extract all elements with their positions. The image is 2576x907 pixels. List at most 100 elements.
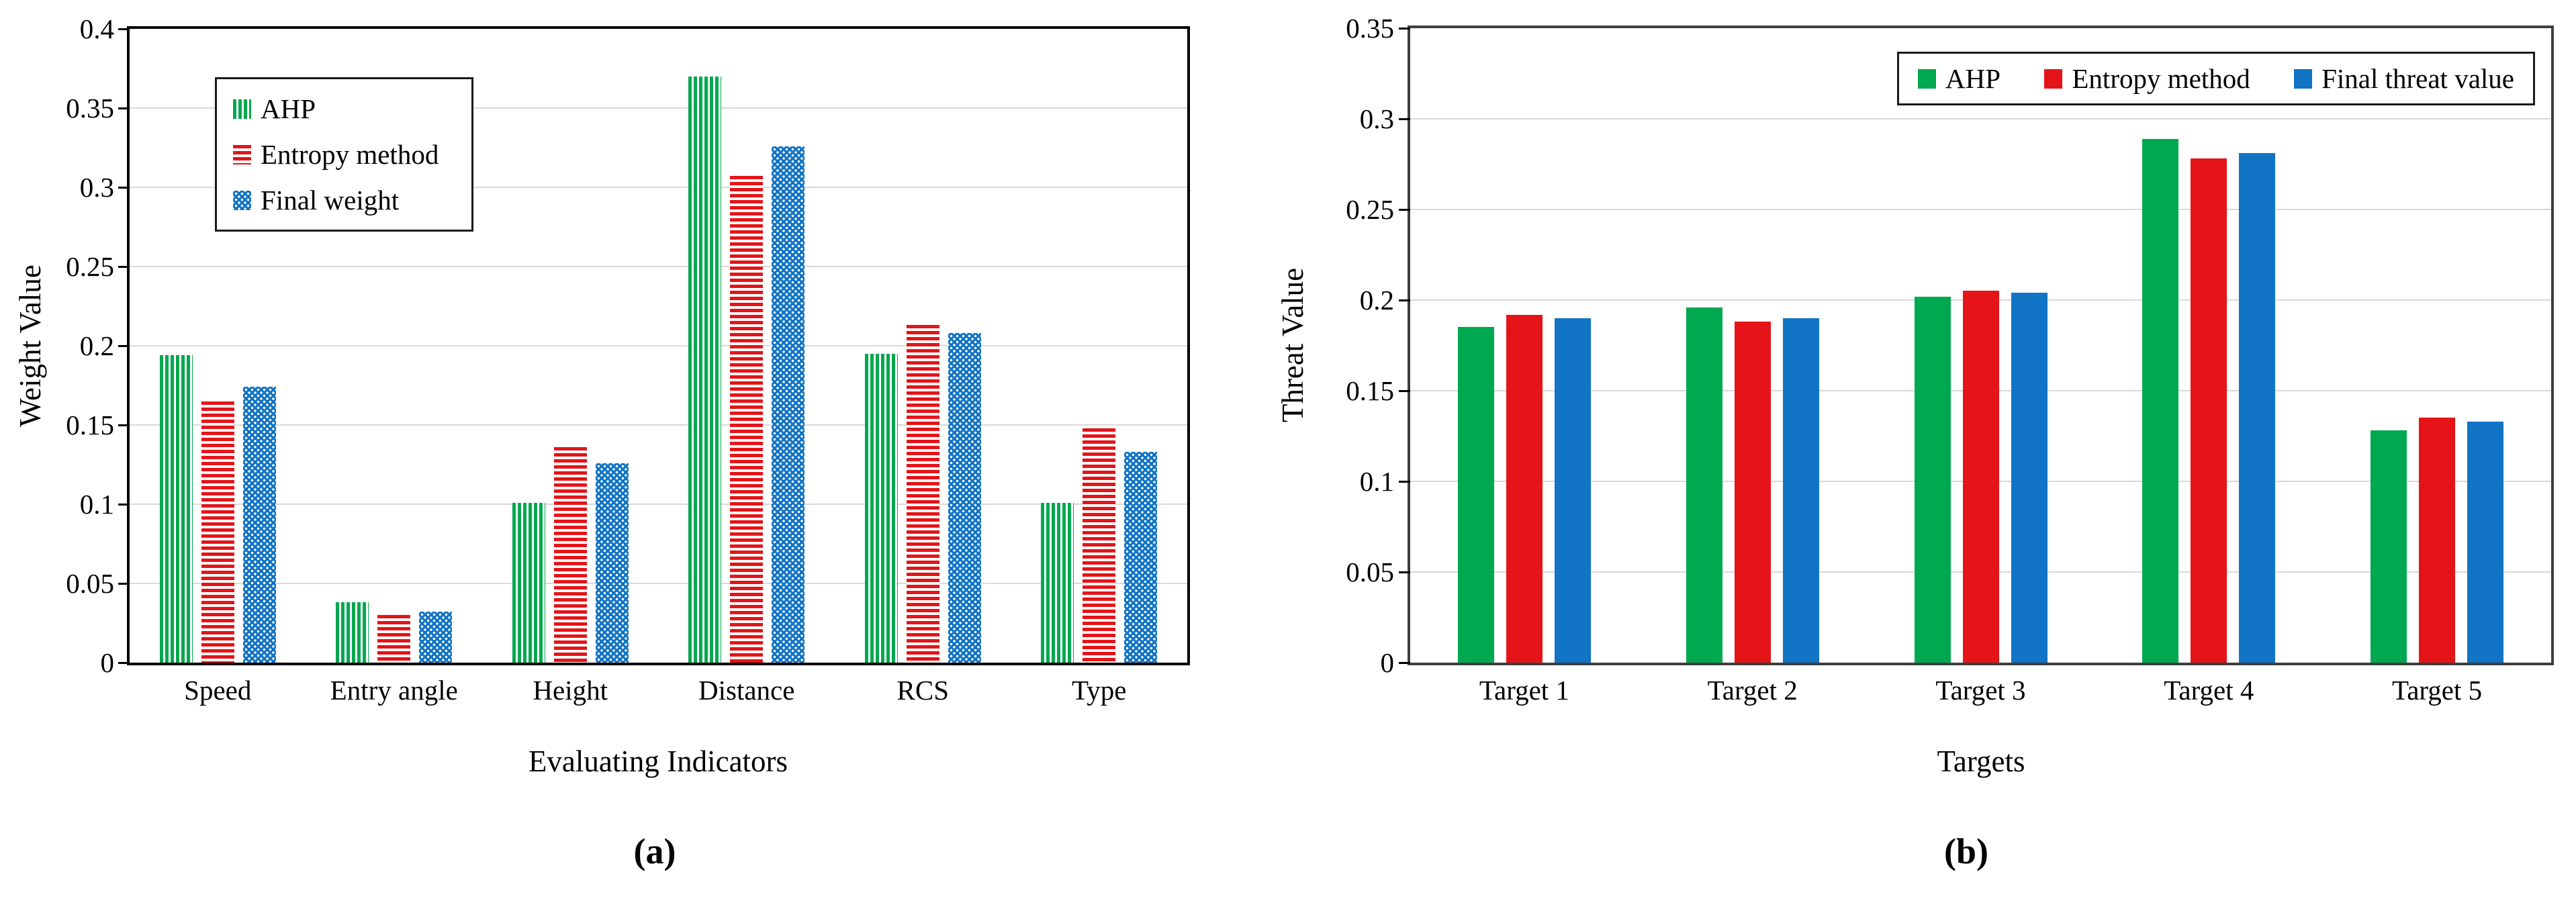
legend-swatch-icon xyxy=(2294,68,2313,89)
bar-entropy-method-entry-angle xyxy=(377,615,410,663)
bar-ahp-rcs xyxy=(865,354,898,663)
x-category-label: Distance xyxy=(698,675,795,706)
y-tick-label: 0.1 xyxy=(79,489,114,520)
bar-entropy-method-distance xyxy=(730,176,763,663)
gridline xyxy=(130,504,1187,505)
y-tick-mark xyxy=(1399,28,1410,30)
y-tick-mark xyxy=(1399,481,1410,483)
bar-entropy-method-target-5 xyxy=(2419,418,2455,663)
y-tick-label: 0.2 xyxy=(1359,285,1394,316)
gridline xyxy=(1410,209,2551,210)
bar-entropy-method-target-3 xyxy=(1963,291,1999,663)
bar-final-weight-height xyxy=(596,463,629,663)
panel-b-legend: AHP Entropy method Final threat value xyxy=(1897,52,2535,105)
y-tick-mark xyxy=(1399,118,1410,120)
x-category-label: Target 2 xyxy=(1707,675,1798,706)
legend-item: Entropy method xyxy=(2044,63,2250,94)
legend-label: Entropy method xyxy=(261,139,439,170)
y-tick-mark xyxy=(1399,571,1410,573)
y-tick-mark xyxy=(118,662,130,664)
x-category-label: Target 5 xyxy=(2392,675,2483,706)
panel-a-x-axis-title: Evaluating Indicators xyxy=(528,745,788,778)
bar-ahp-height xyxy=(512,503,545,663)
legend-item: AHP xyxy=(1918,63,2000,94)
bar-final-weight-distance xyxy=(772,146,804,663)
x-category-label: Target 1 xyxy=(1479,675,1569,706)
gridline xyxy=(130,583,1187,584)
x-category-label: Speed xyxy=(184,675,252,706)
x-category-label: Entry angle xyxy=(330,675,458,706)
legend-swatch-icon xyxy=(2044,68,2063,89)
bar-ahp-target-2 xyxy=(1686,307,1722,663)
y-tick-mark xyxy=(118,107,130,109)
y-tick-label: 0.05 xyxy=(66,568,114,599)
y-tick-label: 0 xyxy=(100,647,115,678)
panel-a-legend: AHP Entropy method Final weight xyxy=(215,77,473,232)
x-category-label: Height xyxy=(533,675,608,706)
y-tick-label: 0.1 xyxy=(1359,466,1394,497)
y-tick-mark xyxy=(1399,662,1410,664)
y-tick-mark xyxy=(118,504,130,506)
x-category-label: RCS xyxy=(896,675,950,706)
y-tick-label: 0.05 xyxy=(1346,557,1394,587)
x-category-label: Target 4 xyxy=(2164,675,2254,706)
bar-ahp-target-3 xyxy=(1915,297,1951,663)
legend-item: Final weight xyxy=(233,185,471,216)
bar-final-threat-value-target-1 xyxy=(1555,318,1591,663)
bar-ahp-entry-angle xyxy=(336,602,369,663)
y-tick-label: 0.25 xyxy=(66,251,114,282)
y-tick-label: 0.15 xyxy=(1346,375,1394,406)
legend-item: Final threat value xyxy=(2294,63,2514,94)
panel-a-plot-area xyxy=(127,26,1190,665)
bar-ahp-type xyxy=(1041,503,1074,663)
y-tick-mark xyxy=(118,266,130,268)
legend-item: AHP xyxy=(233,93,471,124)
y-tick-mark xyxy=(1399,209,1410,211)
y-tick-mark xyxy=(118,424,130,426)
bar-ahp-speed xyxy=(160,355,193,663)
y-tick-mark xyxy=(1399,390,1410,392)
bar-entropy-method-rcs xyxy=(907,325,939,663)
gridline xyxy=(130,345,1187,346)
y-tick-mark xyxy=(118,583,130,585)
bar-final-weight-rcs xyxy=(948,333,981,663)
bar-ahp-target-5 xyxy=(2371,430,2407,663)
gridline xyxy=(130,187,1187,188)
y-tick-label: 0.3 xyxy=(1359,103,1394,134)
panel-b-caption: (b) xyxy=(1944,831,1988,871)
bar-final-threat-value-target-4 xyxy=(2239,153,2275,663)
y-tick-mark xyxy=(118,28,130,30)
x-category-label: Type xyxy=(1072,675,1127,706)
bar-final-weight-type xyxy=(1124,452,1157,663)
gridline xyxy=(130,424,1187,426)
y-tick-label: 0.35 xyxy=(1346,13,1394,44)
y-tick-label: 0 xyxy=(1380,647,1395,678)
gridline xyxy=(130,266,1187,267)
legend-label: Final weight xyxy=(261,185,400,216)
panel-b-plot-area xyxy=(1408,26,2554,665)
y-tick-mark xyxy=(1399,299,1410,301)
legend-label: Entropy method xyxy=(2072,63,2250,94)
legend-swatch-icon xyxy=(1918,68,1936,89)
gridline xyxy=(1410,118,2551,120)
y-tick-mark xyxy=(118,187,130,189)
legend-label: AHP xyxy=(1945,63,2001,94)
legend-item: Entropy method xyxy=(233,139,471,170)
y-tick-label: 0.35 xyxy=(66,93,114,124)
legend-label: AHP xyxy=(261,93,316,124)
bar-entropy-method-type xyxy=(1083,428,1115,663)
y-tick-label: 0.2 xyxy=(79,330,114,361)
bar-entropy-method-target-2 xyxy=(1735,322,1771,663)
panel-a-caption: (a) xyxy=(633,831,676,871)
panel-b-x-axis-title: Targets xyxy=(1937,745,2025,778)
bar-ahp-target-4 xyxy=(2142,139,2178,663)
bar-entropy-method-speed xyxy=(201,401,234,663)
bar-entropy-method-target-1 xyxy=(1506,315,1543,663)
legend-swatch-icon xyxy=(233,144,251,164)
x-category-label: Target 3 xyxy=(1935,675,2026,706)
bar-ahp-target-1 xyxy=(1458,327,1494,663)
bar-ahp-distance xyxy=(688,77,721,663)
legend-swatch-icon xyxy=(233,99,251,119)
bar-entropy-method-height xyxy=(554,447,587,663)
